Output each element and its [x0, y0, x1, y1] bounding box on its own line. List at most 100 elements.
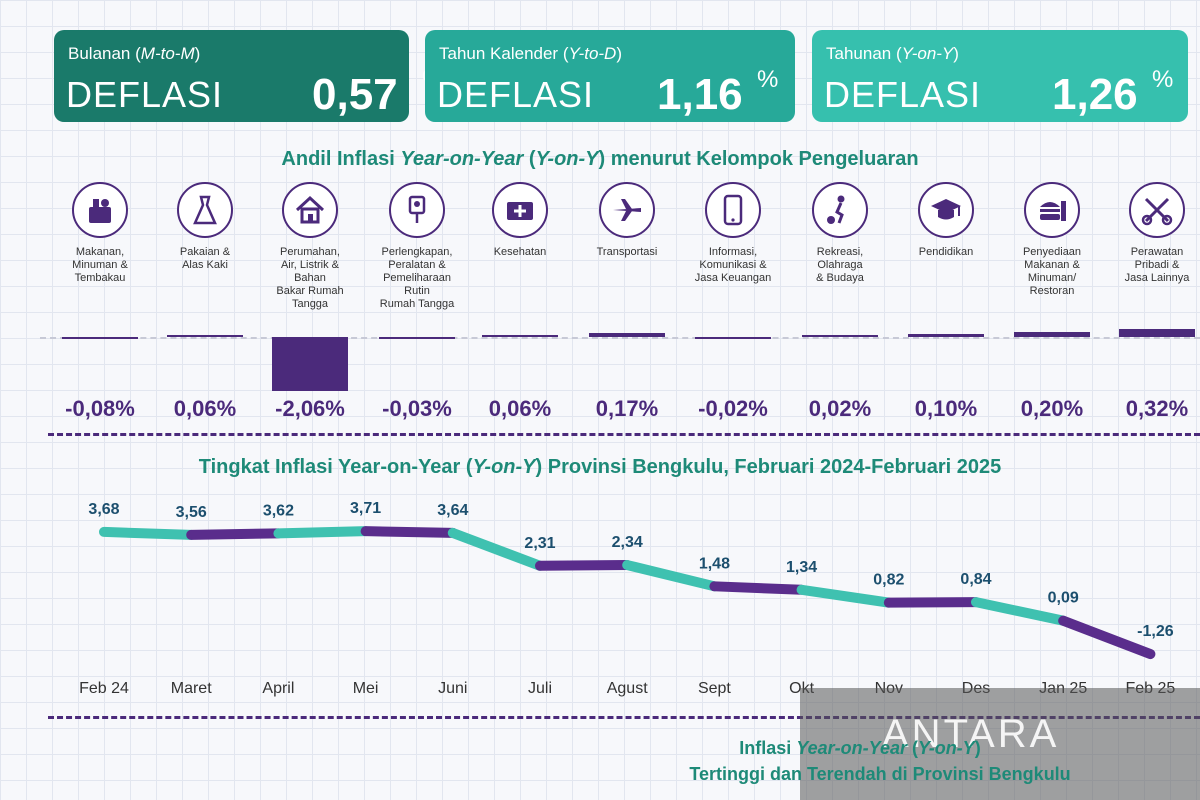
expenditure-group: Rekreasi, Olahraga & Budaya	[790, 182, 890, 285]
scissors-comb-icon	[1129, 182, 1185, 238]
trend-line-segment	[99, 526, 197, 540]
contribution-bar	[167, 335, 243, 337]
monthly-deflation-card: Bulanan (M-to-M) DEFLASI 0,57 %	[54, 30, 443, 122]
card-kind: DEFLASI	[824, 74, 982, 115]
expenditure-group: Informasi, Komunikasi & Jasa Keuangan	[683, 182, 783, 285]
trend-line-segment	[971, 597, 1069, 626]
expenditure-group: Pendidikan	[896, 182, 996, 259]
contribution-value-label: -2,06%	[275, 396, 345, 421]
trend-value-label: 0,84	[960, 571, 991, 588]
expenditure-group-label: Perumahan, Air, Listrik & Bahan Bakar Ru…	[276, 246, 344, 310]
expenditure-group-label: Makanan, Minuman & Tembakau	[72, 246, 128, 284]
trend-value-label: 0,82	[873, 572, 904, 589]
trend-value-label: 3,64	[437, 502, 468, 519]
trend-value-label: 2,31	[524, 535, 555, 552]
card-subtitle: Bulanan (M-to-M)	[68, 44, 201, 63]
x-axis-tick-label: Agust	[607, 680, 648, 697]
card-value: 1,16	[657, 70, 743, 119]
bottom-section-title: Inflasi Year-on-Year (Y-on-Y)	[739, 738, 981, 758]
expenditure-group: Perlengkapan, Peralatan & Pemeliharaan R…	[367, 182, 467, 311]
contribution-value-label: 0,10%	[914, 396, 978, 421]
contribution-value-label: 0,20%	[1020, 396, 1084, 421]
trend-line-segment	[273, 526, 371, 539]
expenditure-group-label: Pakaian & Alas Kaki	[179, 246, 231, 271]
football-player-icon	[812, 182, 868, 238]
year-to-date-deflation-card: Tahun Kalender (Y-to-D) DEFLASI 1,16 %	[425, 30, 795, 122]
smartphone-icon	[705, 182, 761, 238]
expenditure-group-label: Rekreasi, Olahraga & Budaya	[816, 246, 864, 284]
trend-value-label: 2,34	[612, 534, 643, 551]
trend-line-segment	[535, 560, 633, 571]
trend-value-label: 3,71	[350, 500, 381, 517]
expenditure-group-label: Penyediaan Makanan & Minuman/ Restoran	[1022, 246, 1082, 297]
bar-baseline	[40, 337, 1200, 339]
contribution-bar	[908, 334, 984, 337]
contribution-value-label: -0,08%	[65, 396, 135, 421]
andil-section-title: Andil Inflasi Year-on-Year (Y-on-Y) menu…	[281, 148, 919, 170]
watermark-text: ANTARA	[882, 712, 1060, 756]
contribution-value-label: 0,06%	[173, 396, 237, 421]
x-axis-tick-label: Mei	[353, 680, 379, 697]
graduation-cap-icon	[918, 182, 974, 238]
expenditure-group-label: Transportasi	[596, 246, 658, 258]
card-value: 0,57	[312, 70, 398, 119]
contribution-bar	[695, 337, 771, 339]
card-subtitle: Tahun Kalender (Y-to-D)	[439, 44, 623, 63]
dress-icon	[177, 182, 233, 238]
card-unit: %	[1152, 66, 1174, 93]
expenditure-group: Perumahan, Air, Listrik & Bahan Bakar Ru…	[260, 182, 360, 311]
expenditure-group: Perawatan Pribadi & Jasa Lainnya	[1107, 182, 1200, 285]
year-on-year-deflation-card: Tahunan (Y-on-Y) DEFLASI 1,26 %	[812, 30, 1188, 122]
contribution-bar	[482, 335, 558, 337]
section-divider	[48, 716, 1200, 719]
card-kind: DEFLASI	[437, 74, 595, 115]
trend-value-label: 3,68	[88, 501, 119, 518]
bottom-section-subtitle: Tertinggi dan Terendah di Provinsi Bengk…	[689, 764, 1071, 784]
trend-line-segment	[622, 560, 720, 592]
trend-value-label: 1,48	[699, 555, 730, 572]
expenditure-group-label: Perawatan Pribadi & Jasa Lainnya	[1124, 246, 1190, 284]
contribution-value-label: -0,02%	[698, 396, 768, 421]
x-axis-tick-label: Sept	[698, 680, 731, 697]
trend-line-segment	[709, 581, 807, 595]
house-icon	[282, 182, 338, 238]
expenditure-group: Penyediaan Makanan & Minuman/ Restoran	[1002, 182, 1102, 298]
contribution-bar	[1119, 328, 1195, 337]
x-axis-tick-label: Feb 24	[79, 680, 129, 697]
contribution-value-label: 0,32%	[1125, 396, 1189, 421]
trend-value-label: 1,34	[786, 559, 817, 576]
trend-value-label: 3,62	[263, 502, 294, 519]
expenditure-group: Makanan, Minuman & Tembakau	[50, 182, 150, 285]
contribution-value-label: 0,06%	[488, 396, 552, 421]
x-axis-tick-label: Maret	[171, 680, 212, 697]
trend-value-label: 3,56	[176, 504, 207, 521]
trend-line-segment	[796, 584, 894, 608]
trend-line-segment	[186, 528, 284, 540]
contribution-bar	[802, 335, 878, 337]
contribution-bar	[272, 337, 348, 391]
expenditure-group-label: Perlengkapan, Peralatan & Pemeliharaan R…	[379, 246, 455, 310]
food-basket-icon	[72, 182, 128, 238]
contribution-bar	[62, 337, 138, 340]
antara-watermark	[800, 688, 1200, 800]
expenditure-group-label: Informasi, Komunikasi & Jasa Keuangan	[694, 246, 772, 284]
fast-food-icon	[1024, 182, 1080, 238]
contribution-bar	[1014, 331, 1090, 337]
contribution-value-label: 0,02%	[808, 396, 872, 421]
contribution-value-label: -0,03%	[382, 396, 452, 421]
card-value: 1,26	[1052, 70, 1138, 119]
trend-line-segment	[360, 526, 458, 538]
expenditure-group: Pakaian & Alas Kaki	[155, 182, 255, 272]
card-subtitle: Tahunan (Y-on-Y)	[826, 44, 959, 63]
expenditure-group: Transportasi	[577, 182, 677, 259]
trend-value-label: 0,09	[1048, 590, 1079, 607]
expenditure-group-label: Kesehatan	[493, 246, 547, 258]
contribution-bar	[589, 332, 665, 337]
contribution-bar	[379, 337, 455, 339]
section-divider	[48, 433, 1200, 436]
x-axis-tick-label: Juni	[438, 680, 467, 697]
x-axis-tick-label: April	[262, 680, 294, 697]
card-kind: DEFLASI	[66, 74, 224, 115]
plug-icon	[389, 182, 445, 238]
inflation-trend-chart: 3,68 Feb 24 3,56 Maret 3,62 April 3,71 Mei 3,64 J…	[79, 500, 1175, 697]
